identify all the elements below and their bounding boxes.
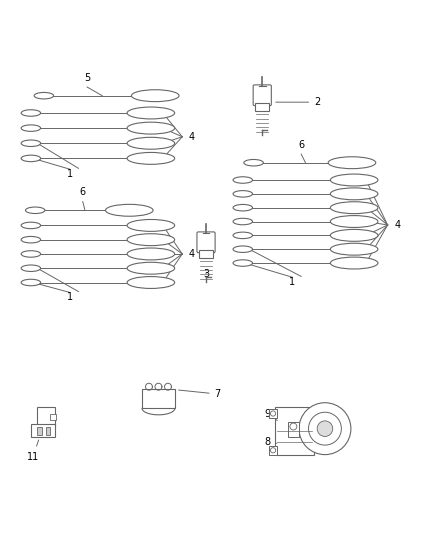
FancyBboxPatch shape (197, 232, 215, 253)
Ellipse shape (127, 152, 175, 164)
Ellipse shape (131, 90, 179, 102)
Ellipse shape (330, 188, 378, 200)
Ellipse shape (233, 260, 253, 266)
Ellipse shape (21, 155, 41, 161)
Ellipse shape (328, 157, 376, 168)
Ellipse shape (233, 246, 253, 253)
Ellipse shape (330, 243, 378, 255)
Bar (269, 446, 277, 455)
Ellipse shape (127, 107, 175, 119)
Ellipse shape (25, 207, 45, 214)
Ellipse shape (330, 257, 378, 269)
Bar (142, 389, 175, 408)
Ellipse shape (244, 159, 263, 166)
Text: 4: 4 (394, 220, 400, 230)
Ellipse shape (233, 205, 253, 211)
Ellipse shape (330, 229, 378, 241)
Ellipse shape (330, 202, 378, 214)
Circle shape (270, 411, 276, 416)
Text: 4: 4 (189, 132, 195, 142)
Ellipse shape (233, 232, 253, 239)
Text: 5: 5 (84, 72, 90, 83)
Ellipse shape (233, 191, 253, 197)
Text: 7: 7 (179, 389, 221, 399)
Bar (37, 407, 55, 426)
Ellipse shape (127, 138, 175, 149)
Text: 3: 3 (203, 269, 209, 279)
FancyBboxPatch shape (253, 85, 271, 106)
Circle shape (290, 423, 297, 430)
Ellipse shape (21, 251, 41, 257)
Ellipse shape (233, 177, 253, 183)
Bar (46, 427, 50, 435)
Ellipse shape (21, 237, 41, 243)
Ellipse shape (34, 92, 53, 99)
Ellipse shape (127, 248, 175, 260)
Ellipse shape (106, 204, 153, 216)
Ellipse shape (127, 122, 175, 134)
Ellipse shape (21, 222, 41, 229)
Ellipse shape (127, 220, 175, 231)
Text: 8: 8 (265, 437, 277, 447)
Circle shape (270, 448, 276, 453)
Circle shape (308, 412, 341, 445)
Ellipse shape (21, 265, 41, 271)
Ellipse shape (21, 279, 41, 286)
Ellipse shape (21, 110, 41, 116)
Text: 6: 6 (298, 140, 304, 150)
Ellipse shape (330, 174, 378, 186)
Text: 1: 1 (67, 292, 73, 302)
Bar (269, 409, 277, 418)
Ellipse shape (127, 262, 175, 274)
Text: 4: 4 (189, 249, 195, 259)
Text: 9: 9 (265, 408, 277, 421)
Ellipse shape (127, 277, 175, 288)
Text: 6: 6 (80, 187, 86, 197)
Bar (50, 414, 56, 420)
Bar (37, 427, 42, 435)
Ellipse shape (330, 215, 378, 228)
Text: 2: 2 (276, 97, 320, 107)
Bar (275, 407, 314, 455)
Circle shape (317, 421, 333, 437)
Text: 11: 11 (27, 440, 39, 462)
Ellipse shape (21, 140, 41, 147)
Bar (199, 250, 213, 258)
Ellipse shape (127, 234, 175, 246)
Circle shape (299, 403, 351, 455)
Bar (31, 424, 55, 437)
Text: 1: 1 (67, 168, 73, 179)
Bar (288, 422, 299, 437)
Ellipse shape (21, 125, 41, 131)
Text: 1: 1 (290, 277, 296, 287)
Ellipse shape (233, 219, 253, 225)
Bar (255, 103, 269, 111)
